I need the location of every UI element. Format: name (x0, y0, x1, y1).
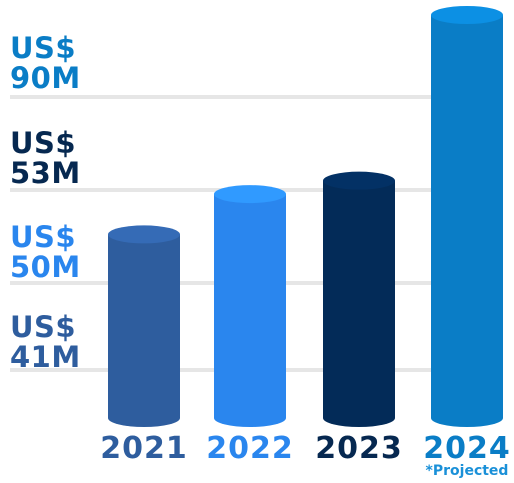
value-label: US$ 53M (10, 126, 81, 190)
bar-cap (323, 171, 395, 190)
value-label: US$ 50M (10, 220, 81, 284)
x-tick-label: 2021 (100, 431, 188, 466)
bar-cap (108, 225, 180, 244)
bar (323, 180, 395, 418)
bar-cap (214, 185, 286, 204)
note: *Projected (426, 463, 509, 479)
x-tick-label: 2023 (315, 431, 403, 466)
value-label: US$ 90M (10, 31, 81, 95)
bar (431, 15, 503, 418)
x-tick-label: 2022 (206, 431, 294, 466)
x-tick-label: 2024 (423, 431, 511, 466)
bar-cap (431, 6, 503, 24)
bar (214, 194, 286, 418)
bar (108, 234, 180, 418)
value-label: US$ 41M (10, 310, 81, 374)
